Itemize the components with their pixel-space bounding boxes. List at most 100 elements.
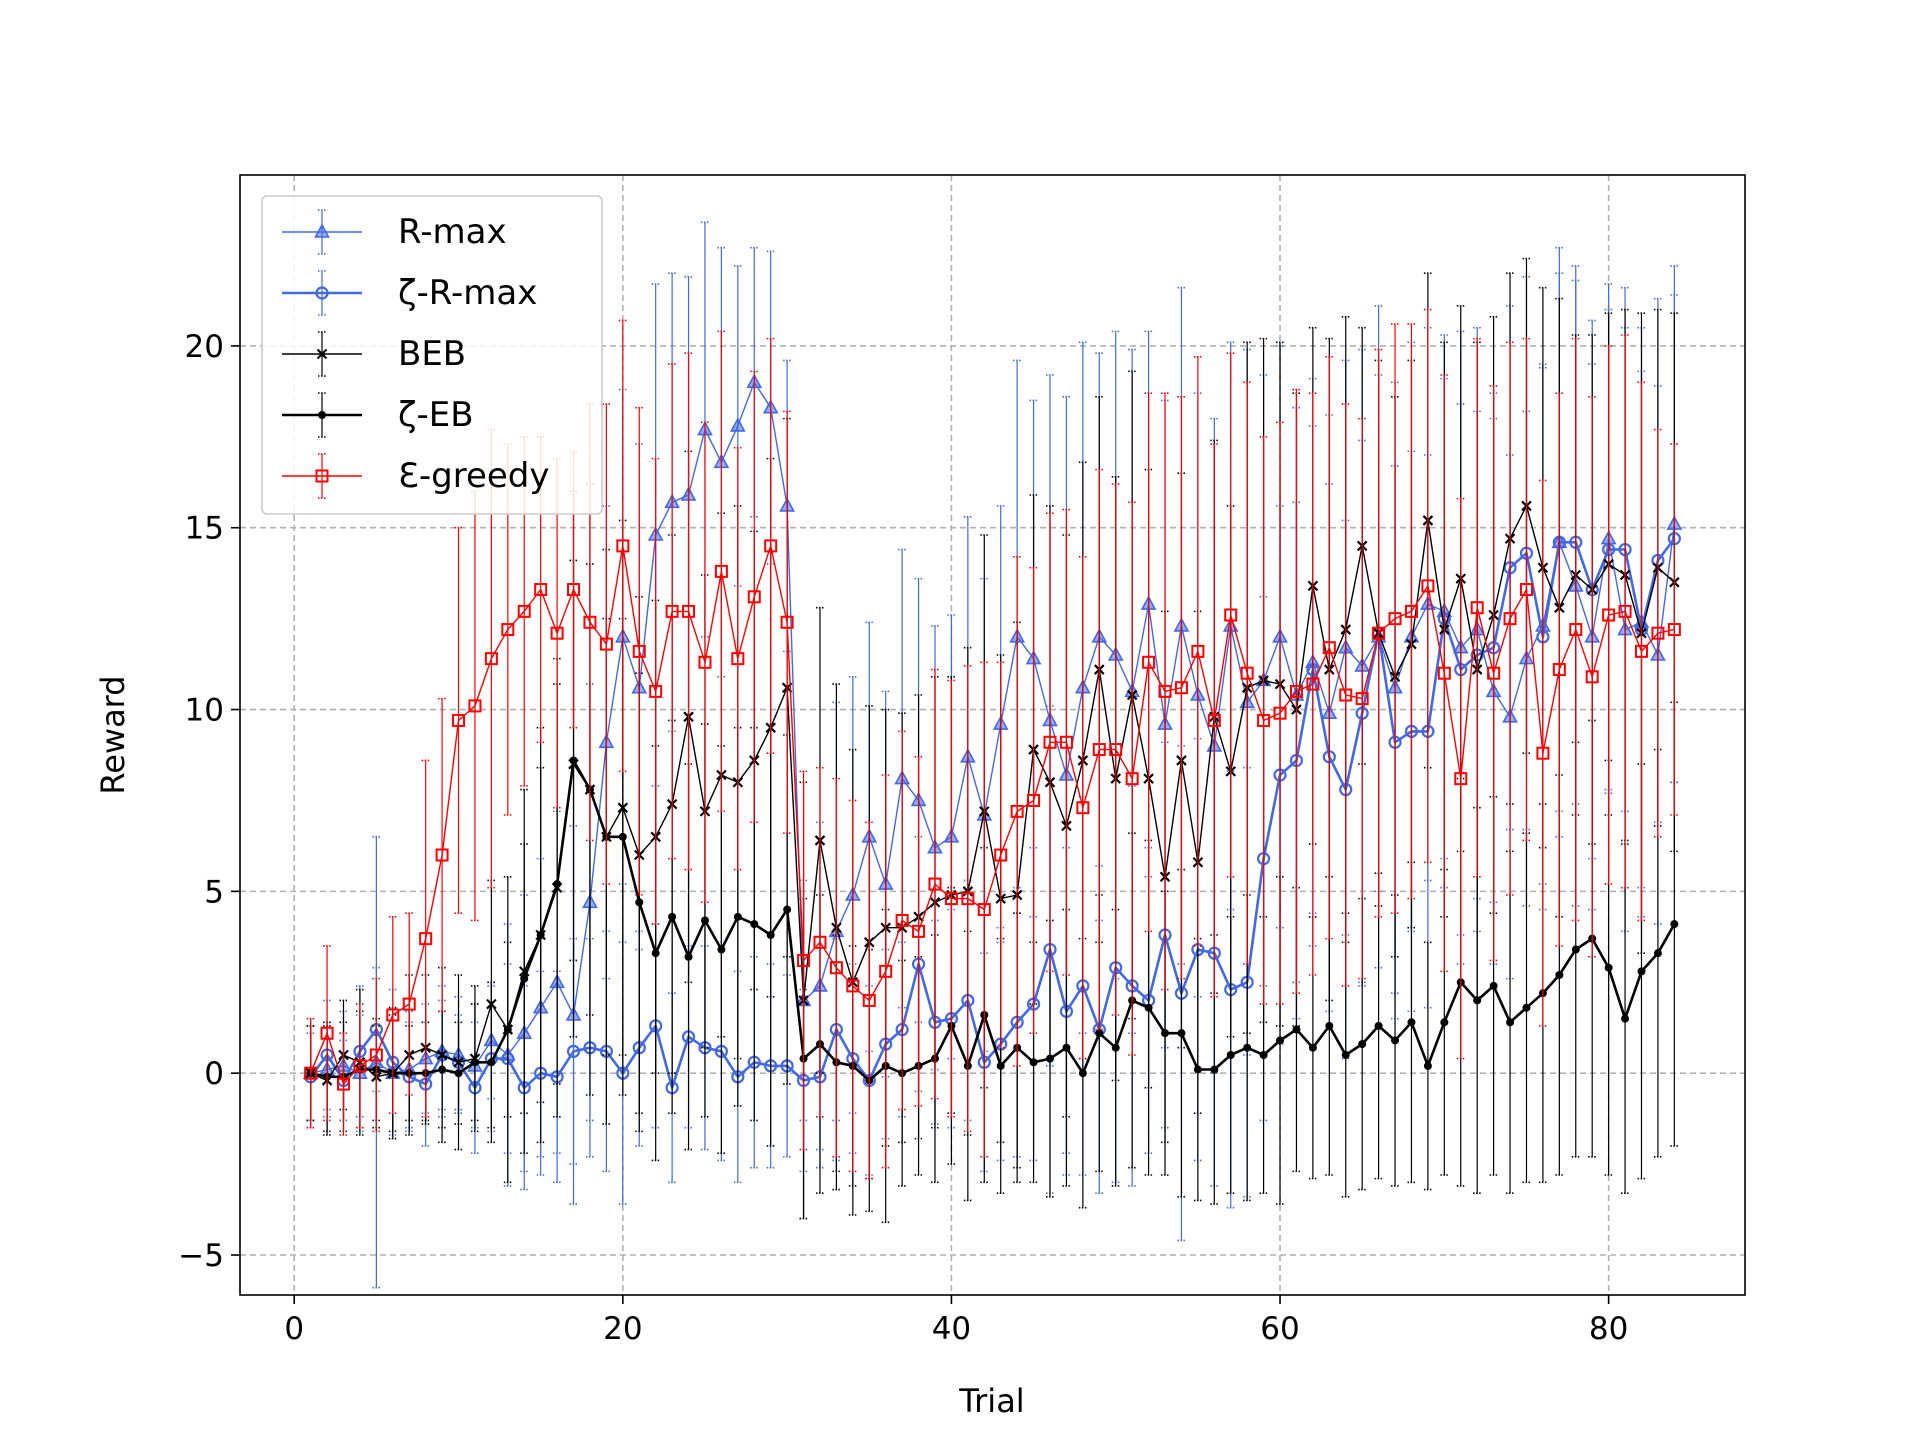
data-point (729, 417, 746, 432)
legend-label-epsilon-greedy: Ɛ-greedy (398, 456, 550, 496)
data-point (1503, 612, 1517, 626)
data-point (1306, 677, 1320, 691)
data-point (566, 1044, 581, 1058)
data-point (1421, 579, 1435, 593)
data-point (698, 655, 712, 669)
data-point (1585, 670, 1599, 684)
y-tick-label: 15 (185, 511, 224, 547)
series-line (309, 545, 1675, 1085)
data-point (632, 644, 646, 658)
data-point (783, 905, 792, 914)
data-point (1322, 641, 1336, 655)
data-point (1292, 1025, 1301, 1034)
data-point (1454, 772, 1468, 786)
legend-marker (314, 223, 330, 238)
data-point (1276, 1036, 1285, 1045)
data-point (1240, 666, 1254, 680)
data-point (651, 949, 660, 958)
data-point (501, 623, 515, 637)
data-point (1341, 1051, 1350, 1059)
data-point (1027, 793, 1041, 807)
data-point (996, 1061, 1005, 1070)
data-point (1142, 655, 1156, 669)
data-point (1010, 804, 1024, 818)
data-point (517, 604, 531, 618)
data-point (1358, 1040, 1367, 1049)
data-point (1372, 626, 1386, 640)
data-point (1667, 623, 1681, 637)
data-point (1078, 1069, 1087, 1078)
legend-marker (318, 411, 326, 419)
legend-label-zeta-r-max: ζ-R-max (398, 273, 537, 313)
data-point (520, 974, 529, 983)
data-point (618, 832, 627, 841)
data-point (553, 880, 562, 889)
data-point (1651, 626, 1665, 640)
data-point (599, 637, 613, 651)
data-point (977, 903, 991, 917)
data-point (780, 615, 794, 629)
y-tick-label: 20 (185, 329, 224, 365)
legend-marker (315, 286, 329, 300)
legend-label-beb: BEB (398, 334, 466, 374)
data-point (1289, 684, 1303, 698)
plot-area (302, 221, 1683, 1289)
data-point (668, 912, 677, 921)
legend-marker (316, 348, 328, 360)
data-point (682, 604, 696, 618)
data-point (337, 1077, 351, 1091)
data-point (1095, 1029, 1104, 1038)
data-point (635, 898, 644, 907)
data-point (550, 626, 564, 640)
data-point (829, 961, 843, 975)
data-point (484, 652, 498, 666)
data-point (534, 583, 548, 597)
data-point (1210, 1065, 1219, 1074)
data-point (402, 997, 416, 1011)
data-point (1423, 1061, 1432, 1070)
data-point (583, 615, 597, 629)
data-point (1407, 1018, 1416, 1027)
data-point (1440, 1018, 1449, 1027)
data-point (928, 877, 942, 891)
legend: R-max ζ-R-max BEB ζ-EB Ɛ-greedy (261, 195, 603, 515)
data-point (1404, 604, 1418, 618)
data-point (665, 604, 679, 618)
data-point (700, 916, 709, 925)
data-point (1062, 1043, 1071, 1052)
data-point (1489, 981, 1498, 990)
data-point (1111, 1043, 1120, 1052)
data-point (912, 924, 926, 938)
data-point (862, 993, 876, 1007)
legend-label-zeta-eb: ζ-EB (398, 395, 474, 435)
data-point (1158, 684, 1172, 698)
data-point (320, 1026, 334, 1040)
data-point (1177, 1029, 1186, 1038)
data-point (1043, 735, 1057, 749)
data-point (1653, 949, 1662, 958)
y-tick-label: 5 (204, 874, 224, 910)
data-point (1473, 996, 1482, 1005)
data-point (1602, 608, 1616, 622)
data-point (750, 920, 759, 929)
data-point (1569, 623, 1583, 637)
legend-marker (315, 469, 329, 483)
x-tick-label: 20 (603, 1311, 642, 1347)
data-point (1257, 713, 1271, 727)
data-point (503, 1025, 512, 1034)
data-point (1029, 1058, 1038, 1067)
data-point (1355, 692, 1369, 706)
data-point (1224, 608, 1238, 622)
data-point (649, 684, 663, 698)
data-point (879, 964, 893, 978)
x-tick-label: 40 (932, 1311, 971, 1347)
data-point (1374, 1021, 1383, 1030)
data-point (1670, 920, 1679, 929)
data-point (764, 539, 778, 553)
data-point (304, 1066, 318, 1080)
data-point (895, 913, 909, 927)
data-point (1571, 945, 1580, 954)
data-point (487, 1058, 496, 1067)
y-tick-label: −5 (178, 1238, 224, 1274)
data-point (438, 1065, 447, 1074)
